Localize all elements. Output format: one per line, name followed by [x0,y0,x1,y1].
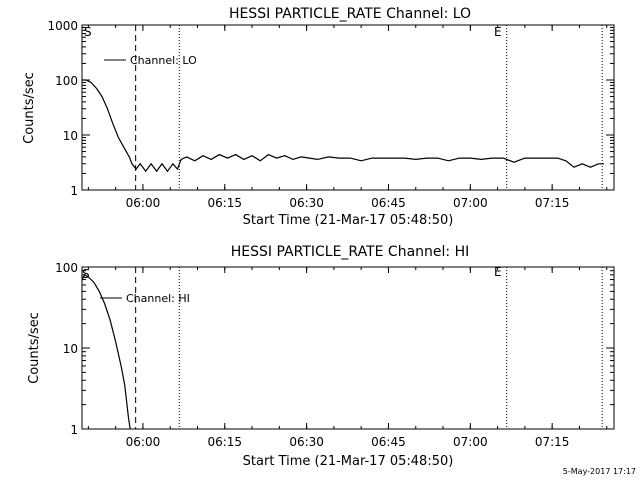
panel-lo: HESSI PARTICLE_RATE Channel: LO 06:00 06:… [22,6,615,228]
panel-hi: HESSI PARTICLE_RATE Channel: HI 06:00 06:… [27,244,615,469]
x-tick-label: 06:00 [126,196,161,210]
legend-label: Channel: HI [126,292,190,305]
start-marker-label: S [82,267,90,281]
legend-label: Channel: LO [130,54,197,67]
x-tick-label: 07:00 [453,196,488,210]
chart-title: HESSI PARTICLE_RATE Channel: HI [231,244,469,260]
end-marker-label: E [494,265,502,279]
series-line [81,273,131,430]
start-marker-label: S [84,25,92,39]
end-marker-label: E [494,25,502,39]
x-tick-label: 06:15 [207,196,242,210]
y-tick-label: 1000 [47,19,78,33]
legend: Channel: LO [104,54,197,67]
y-tick-label: 100 [55,74,78,88]
x-tick-label: 06:00 [126,435,161,449]
x-tick-label: 06:15 [207,435,242,449]
x-tick-label: 06:30 [289,196,324,210]
chart-title: HESSI PARTICLE_RATE Channel: LO [229,6,471,22]
legend: Channel: HI [100,292,190,305]
plot-frame [81,24,615,191]
y-axis-label: Counts/sec [22,72,37,144]
y-tick-label: 100 [55,261,78,275]
y-tick-label: 10 [63,129,78,143]
x-tick-label: 07:15 [535,435,570,449]
x-tick-label: 07:15 [535,196,570,210]
x-tick-label: 06:45 [371,196,406,210]
series-line [82,79,604,173]
y-axis-label: Counts/sec [27,312,42,384]
x-axis-label: Start Time (21-Mar-17 05:48:50) [243,213,454,228]
y-tick-label: 1 [70,184,78,198]
x-tick-label: 06:45 [371,435,406,449]
x-tick-label: 07:00 [453,435,488,449]
x-axis-label: Start Time (21-Mar-17 05:48:50) [243,454,454,469]
y-tick-label: 10 [63,342,78,356]
footer-timestamp: 5-May-2017 17:17 [563,467,636,476]
y-tick-label: 1 [70,423,78,437]
x-tick-label: 06:30 [289,435,324,449]
